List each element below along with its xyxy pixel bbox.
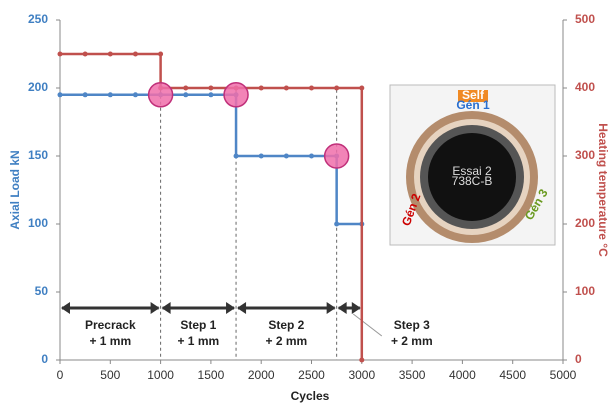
x-tick-label: 5000 (550, 368, 577, 382)
series-point (107, 51, 113, 57)
series-point (208, 92, 214, 98)
y2-tick-label: 100 (575, 284, 595, 298)
series-point (283, 85, 289, 91)
inset-center: Essai 2 (452, 164, 492, 178)
x-tick-label: 1500 (198, 368, 225, 382)
series-point (359, 357, 365, 363)
arrow-head (337, 302, 361, 314)
x-tick-label: 3000 (348, 368, 375, 382)
series-point (258, 85, 264, 91)
phase-sublabel: + 2 mm (265, 334, 307, 348)
series-point (107, 92, 113, 98)
series-point (309, 85, 314, 91)
series-point (359, 85, 365, 91)
series-point (233, 153, 239, 159)
series-point (309, 153, 314, 159)
y-tick-label: 250 (28, 12, 48, 26)
arrow-head (161, 302, 236, 314)
series-line (60, 93, 362, 226)
phase-sublabel: + 1 mm (177, 334, 219, 348)
x-tick-label: 2000 (248, 368, 275, 382)
x-tick-label: 4500 (499, 368, 526, 382)
series-point (82, 51, 88, 57)
series-point (82, 92, 88, 98)
y2-tick-label: 0 (575, 352, 582, 366)
y-tick-label: 0 (41, 352, 48, 366)
series-point (57, 51, 63, 57)
inset-label: Gén 1 (456, 98, 490, 112)
tag-bg (458, 90, 488, 102)
pointer (352, 313, 383, 337)
series-point (183, 92, 189, 98)
inset-center: 738C-B (452, 174, 493, 188)
bore (428, 133, 516, 221)
y-tick-label: 100 (28, 216, 48, 230)
series-point (57, 92, 63, 98)
phase-label: Step 3 (394, 318, 430, 332)
inset-photo: Self Gén 1 Gén 2 Gén 3 Essai 2 738C-B (389, 84, 556, 246)
x-tick-label: 4000 (449, 368, 476, 382)
y2-tick-label: 500 (575, 12, 595, 26)
y2-axis-label: Heating temperature °C (596, 123, 610, 257)
inset-tag: Self (462, 88, 485, 102)
x-tick-label: 3500 (399, 368, 426, 382)
series-point (283, 153, 289, 159)
series-point (208, 85, 214, 91)
y-tick-label: 150 (28, 148, 48, 162)
series-point (258, 153, 264, 159)
highlight (223, 82, 249, 108)
y2-tick-label: 400 (575, 80, 595, 94)
series-point (132, 51, 138, 57)
x-tick-label: 2500 (298, 368, 325, 382)
series-line (60, 52, 364, 360)
phase-label: Step 1 (180, 318, 216, 332)
y-tick-label: 50 (35, 284, 49, 298)
series-point (183, 85, 189, 91)
x-tick-label: 500 (100, 368, 120, 382)
y2-tick-label: 300 (575, 148, 595, 162)
series-point (132, 92, 138, 98)
phase-label: Precrack (85, 318, 136, 332)
series-point (158, 51, 164, 57)
series-point (334, 85, 340, 91)
x-axis-label: Cycles (291, 389, 330, 403)
series-point (334, 221, 340, 227)
highlight (147, 82, 174, 108)
y-axis-label: Axial Load kN (8, 150, 22, 229)
y-tick-label: 200 (28, 80, 48, 94)
y2-tick-label: 200 (575, 216, 595, 230)
x-tick-label: 1000 (147, 368, 174, 382)
highlight (323, 143, 350, 169)
phase-label: Step 2 (268, 318, 304, 332)
x-tick-label: 0 (57, 368, 64, 382)
phase-sublabel: + 2 mm (391, 334, 433, 348)
phase-sublabel: + 1 mm (89, 334, 131, 348)
